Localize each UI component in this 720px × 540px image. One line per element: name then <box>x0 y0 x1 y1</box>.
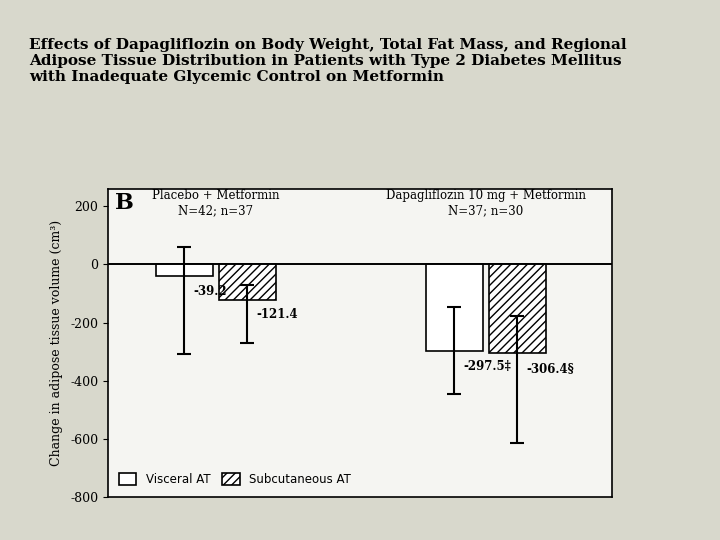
Y-axis label: Change in adipose tissue volume (cm³): Change in adipose tissue volume (cm³) <box>50 220 63 466</box>
Text: B: B <box>115 192 134 214</box>
Text: -121.4: -121.4 <box>256 308 298 321</box>
Text: Placebo + Metformin
N=42; n=37: Placebo + Metformin N=42; n=37 <box>152 189 280 217</box>
Bar <box>219 265 276 300</box>
Text: Effects of Dapagliflozin on Body Weight, Total Fat Mass, and Regional
Adipose Ti: Effects of Dapagliflozin on Body Weight,… <box>29 38 626 84</box>
Text: Dapagliflozin 10 mg + Metformin
N=37; n=30: Dapagliflozin 10 mg + Metformin N=37; n=… <box>386 189 586 217</box>
Bar <box>426 265 483 351</box>
Bar <box>156 265 213 276</box>
Text: -39.2: -39.2 <box>194 285 227 298</box>
Legend: Visceral AT, Subcutaneous AT: Visceral AT, Subcutaneous AT <box>114 468 356 491</box>
Text: -306.4§: -306.4§ <box>526 362 575 375</box>
Text: -297.5‡: -297.5‡ <box>464 360 511 373</box>
Bar <box>489 265 546 354</box>
